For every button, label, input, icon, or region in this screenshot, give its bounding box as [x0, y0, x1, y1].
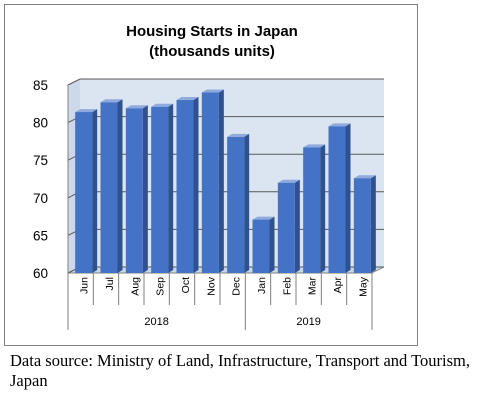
x-tick-label: Feb — [281, 277, 293, 295]
bar-top — [252, 216, 275, 220]
x-tick-label: Apr — [332, 277, 344, 294]
bar — [176, 97, 199, 273]
bar-side — [294, 179, 300, 273]
bar — [277, 179, 300, 273]
source-note: Data source: Ministry of Land, Infrastru… — [10, 351, 470, 390]
bar-side — [168, 103, 174, 273]
bar — [328, 123, 351, 273]
bar-front — [125, 108, 143, 273]
bar-top — [100, 99, 123, 103]
bar — [201, 89, 224, 274]
bar-front — [277, 182, 295, 273]
bar-top — [125, 105, 148, 109]
chart-title-line: Housing Starts in Japan — [126, 23, 298, 40]
bar-front — [100, 102, 118, 274]
bar-front — [151, 106, 169, 273]
gridline — [67, 78, 384, 86]
bar-side — [345, 123, 351, 273]
x-tick-label: Mar — [307, 277, 319, 296]
bar-side — [320, 144, 326, 273]
bar-top — [176, 97, 199, 101]
bar-top — [303, 144, 326, 148]
bar-front — [328, 126, 346, 273]
bar-top — [353, 175, 376, 179]
bar — [100, 99, 123, 274]
x-tick-label: May — [357, 276, 369, 297]
bar — [75, 109, 98, 274]
bar-top — [277, 179, 300, 183]
bar-side — [370, 175, 376, 273]
x-tick-label: Dec — [231, 277, 243, 296]
x-tick-label: Jan — [256, 277, 268, 294]
bar — [125, 105, 148, 273]
group-label: 2018 — [144, 316, 168, 328]
bar — [353, 175, 376, 273]
bar — [303, 144, 326, 273]
y-tick-label: 60 — [33, 266, 48, 281]
bar-side — [117, 99, 123, 274]
housing-starts-chart: Housing Starts in Japan (thousands units)… — [33, 23, 385, 330]
y-tick-label: 75 — [33, 153, 48, 168]
bar-front — [176, 100, 194, 273]
y-tick-label: 85 — [33, 78, 48, 93]
y-tick-label: 65 — [33, 228, 48, 243]
x-tick-label: Aug — [129, 277, 141, 296]
bar-top — [328, 123, 351, 127]
bar-top — [201, 89, 224, 93]
x-tick-label: Jul — [104, 277, 116, 290]
bar-front — [353, 178, 371, 273]
y-tick-label: 70 — [33, 191, 48, 206]
bar — [252, 216, 275, 273]
bar — [151, 103, 174, 273]
bar-front — [252, 219, 270, 273]
bar-top — [227, 133, 250, 137]
bar-front — [303, 147, 321, 273]
bar-side — [218, 89, 224, 274]
y-tick-label: 80 — [33, 116, 48, 131]
bar-side — [142, 105, 148, 273]
bar-front — [201, 92, 219, 274]
bar-side — [269, 216, 275, 273]
bar-side — [193, 97, 199, 273]
x-tick-label: Sep — [155, 277, 167, 296]
x-tick-label: Jun — [79, 277, 91, 294]
bar-top — [75, 109, 98, 113]
bar-side — [92, 109, 98, 274]
group-label: 2019 — [296, 316, 320, 328]
bar-front — [75, 112, 93, 274]
x-tick-label: Nov — [205, 276, 217, 295]
bar — [227, 133, 250, 273]
x-tick-label: Oct — [180, 277, 192, 293]
chart-title-line: (thousands units) — [149, 43, 275, 60]
bar-front — [227, 136, 245, 273]
bar-top — [151, 103, 174, 107]
chart-frame — [4, 4, 418, 346]
bar-side — [244, 133, 250, 273]
